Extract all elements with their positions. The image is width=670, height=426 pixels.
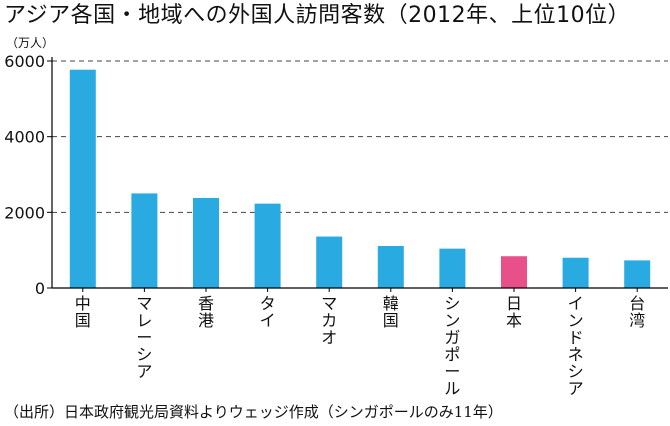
- x-tick-label: シンガポール: [444, 294, 460, 398]
- x-tick-label: マレーシア: [136, 294, 152, 381]
- x-tick-label: 日本: [506, 294, 522, 330]
- x-tick-label: 香港: [198, 294, 214, 330]
- x-tick-label: 韓国: [383, 294, 399, 330]
- bar-9: [624, 260, 651, 288]
- bar-6: [439, 248, 466, 288]
- x-tick-label: 中国: [75, 294, 91, 330]
- y-axis-unit-label: （万人）: [6, 36, 55, 50]
- bar-5: [377, 246, 404, 288]
- y-tick-label: 4000: [4, 128, 45, 147]
- bar-2: [193, 197, 219, 288]
- x-tick-label: 台湾: [629, 294, 645, 330]
- bar-1: [131, 193, 158, 288]
- y-tick-label: 2000: [4, 203, 45, 222]
- bar-7: [501, 256, 527, 288]
- bar-8: [562, 257, 589, 288]
- y-tick-label: 6000: [4, 52, 45, 71]
- chart-title: アジア各国・地域への外国人訪問客数（2012年、上位10位）: [4, 3, 631, 28]
- x-tick-label: タイ: [260, 294, 276, 330]
- x-tick-label: マカオ: [321, 294, 337, 347]
- bar-3: [254, 203, 281, 288]
- bar-4: [316, 236, 343, 288]
- y-tick-label: 0: [35, 279, 45, 298]
- bar-0: [69, 69, 96, 289]
- source-note: （出所）日本政府観光局資料よりウェッジ作成（シンガポールのみ11年）: [4, 403, 503, 421]
- x-tick-label: インドネシア: [568, 294, 584, 398]
